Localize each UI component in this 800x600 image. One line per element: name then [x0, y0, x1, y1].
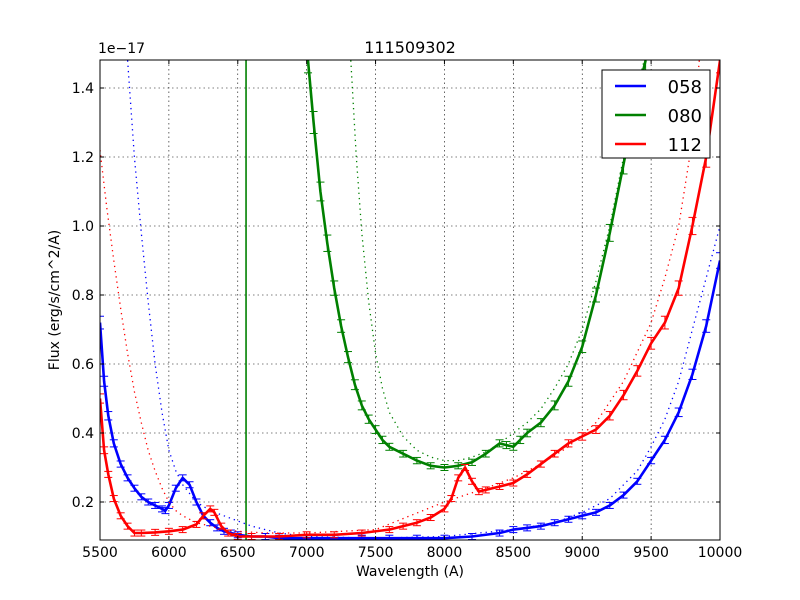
x-tick-label: 7000	[289, 545, 325, 561]
y-axis-ticks: 0.2 0.4 0.6 0.8 1.0 1.2 1.4	[72, 81, 720, 511]
y-tick-label: 0.8	[72, 288, 94, 304]
chart-title: 111509302	[364, 38, 456, 57]
model-curve-058	[126, 60, 720, 539]
series-080	[245, 60, 650, 540]
legend-label-112: 112	[668, 135, 702, 156]
x-tick-label: 6000	[151, 545, 187, 561]
x-tick-label: 10000	[698, 545, 743, 561]
y-tick-label: 1.2	[72, 150, 94, 166]
x-tick-label: 9000	[564, 545, 600, 561]
plot-frame	[99, 59, 721, 541]
legend-entry-058: 058	[615, 77, 702, 98]
y-axis-label: Flux (erg/s/cm^2/A)	[47, 230, 63, 370]
data-curve-112	[100, 60, 720, 538]
data-curve-080	[306, 60, 647, 469]
x-axis-label: Wavelength (A)	[356, 564, 464, 580]
y-tick-label: 0.4	[72, 426, 94, 442]
legend-label-058: 058	[668, 77, 702, 98]
y-tick-label: 1.0	[72, 219, 94, 235]
x-tick-label: 7500	[358, 545, 394, 561]
model-curve-080	[350, 60, 645, 462]
x-tick-label: 9500	[633, 545, 669, 561]
x-tick-label: 8000	[427, 545, 463, 561]
y-tick-label: 0.2	[72, 495, 94, 511]
x-axis-ticks: 5500 6000 6500 7000 7500 8000 8500 9000 9500 1000…	[82, 60, 742, 561]
y-offset-label: 1e−17	[98, 41, 145, 57]
legend-entry-080: 080	[615, 106, 702, 127]
x-tick-label: 6500	[220, 545, 256, 561]
legend-label-080: 080	[668, 106, 702, 127]
y-tick-label: 1.4	[72, 81, 94, 97]
y-tick-label: 0.6	[72, 357, 94, 373]
series-layer	[100, 60, 720, 540]
x-tick-label: 5500	[82, 545, 118, 561]
series-112	[100, 60, 720, 540]
grid-lines	[100, 60, 720, 540]
x-tick-label: 8500	[496, 545, 532, 561]
legend: 058 080 112	[601, 69, 711, 159]
legend-entry-112: 112	[615, 135, 702, 156]
